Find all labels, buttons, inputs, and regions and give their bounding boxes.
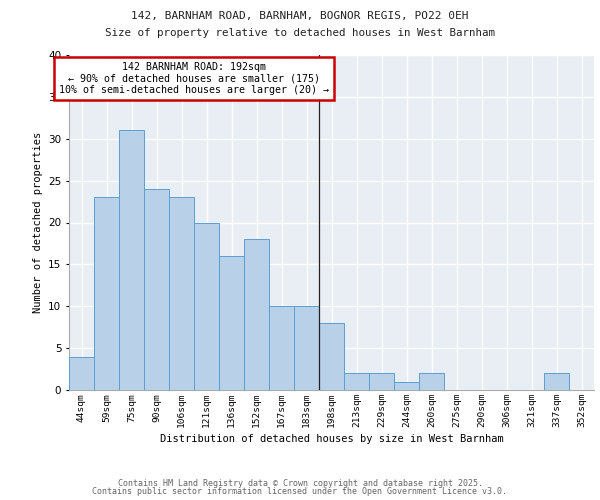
Bar	[269, 306, 294, 390]
Text: Contains public sector information licensed under the Open Government Licence v3: Contains public sector information licen…	[92, 487, 508, 496]
Bar	[544, 373, 569, 390]
Bar	[94, 198, 119, 390]
Bar	[394, 382, 419, 390]
Text: 142 BARNHAM ROAD: 192sqm
← 90% of detached houses are smaller (175)
10% of semi-: 142 BARNHAM ROAD: 192sqm ← 90% of detach…	[59, 62, 329, 95]
Bar	[219, 256, 244, 390]
X-axis label: Distribution of detached houses by size in West Barnham: Distribution of detached houses by size …	[160, 434, 503, 444]
Text: Size of property relative to detached houses in West Barnham: Size of property relative to detached ho…	[105, 28, 495, 38]
Bar	[419, 373, 444, 390]
Bar	[69, 356, 94, 390]
Bar	[369, 373, 394, 390]
Text: Contains HM Land Registry data © Crown copyright and database right 2025.: Contains HM Land Registry data © Crown c…	[118, 478, 482, 488]
Bar	[319, 323, 344, 390]
Bar	[144, 189, 169, 390]
Bar	[244, 240, 269, 390]
Bar	[344, 373, 369, 390]
Bar	[119, 130, 144, 390]
Text: 142, BARNHAM ROAD, BARNHAM, BOGNOR REGIS, PO22 0EH: 142, BARNHAM ROAD, BARNHAM, BOGNOR REGIS…	[131, 12, 469, 22]
Bar	[194, 222, 219, 390]
Bar	[294, 306, 319, 390]
Bar	[169, 198, 194, 390]
Y-axis label: Number of detached properties: Number of detached properties	[32, 132, 43, 313]
